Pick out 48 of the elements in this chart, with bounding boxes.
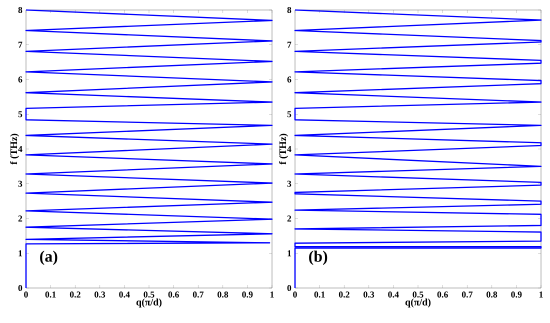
y-tick-label: 3 xyxy=(18,180,22,187)
y-tick-label: 0 xyxy=(18,284,22,292)
y-tick-label: 5 xyxy=(18,111,22,118)
x-tick-label: 0.4 xyxy=(388,292,399,298)
x-tick-label: 0.2 xyxy=(70,292,80,298)
x-tick-label: 0 xyxy=(293,292,297,298)
y-tick-label: 2 xyxy=(287,216,292,222)
y-tick-label: 0 xyxy=(287,284,292,292)
y-tick-label: 8 xyxy=(18,6,22,14)
x-tick-label: 0.9 xyxy=(511,292,522,298)
x-tick-label: 0.8 xyxy=(486,292,498,298)
x-axis-title: q(π/d) xyxy=(405,298,431,308)
x-tick-label: 1 xyxy=(539,292,543,298)
line-series xyxy=(294,9,542,289)
y-tick-label: 4 xyxy=(18,146,22,152)
x-tick-label: 0.3 xyxy=(94,292,106,298)
x-tick-label: 0.8 xyxy=(218,292,228,298)
x-tick-label: 0.1 xyxy=(45,292,56,298)
x-tick-label: 0.9 xyxy=(242,292,253,298)
x-tick-label: 0.5 xyxy=(412,292,424,298)
y-tick-label: 1 xyxy=(288,250,292,256)
y-tick-label: 7 xyxy=(18,42,22,48)
line-series xyxy=(25,9,273,289)
y-axis-title: f (THz) xyxy=(279,134,288,165)
y-tick-label: 7 xyxy=(288,42,292,48)
x-axis-title: q(π/d) xyxy=(136,298,162,308)
x-tick-label: 0.4 xyxy=(119,292,130,298)
annotation: (a) xyxy=(40,250,58,266)
x-tick-label: 1 xyxy=(270,292,274,298)
x-tick-label: 0.7 xyxy=(462,292,473,298)
y-tick-label: 3 xyxy=(287,180,292,187)
annotation: (b) xyxy=(309,250,328,266)
x-tick-label: 0.6 xyxy=(437,292,448,298)
x-tick-label: 0.1 xyxy=(314,292,325,298)
y-axis-title: f (THz) xyxy=(10,134,20,165)
y-tick-label: 2 xyxy=(18,216,22,222)
x-tick-label: 0.5 xyxy=(144,292,154,298)
x-tick-label: 0.7 xyxy=(192,292,204,298)
x-tick-label: 0.6 xyxy=(168,292,179,298)
y-tick-label: 8 xyxy=(287,6,292,14)
y-tick-label: 6 xyxy=(18,76,22,83)
x-tick-label: 0 xyxy=(24,292,28,298)
x-tick-label: 0.2 xyxy=(338,292,350,298)
x-tick-label: 0.3 xyxy=(364,292,374,298)
y-tick-label: 6 xyxy=(287,76,292,83)
y-tick-label: 1 xyxy=(18,250,22,256)
y-tick-label: 4 xyxy=(287,146,292,152)
y-tick-label: 5 xyxy=(287,111,292,118)
